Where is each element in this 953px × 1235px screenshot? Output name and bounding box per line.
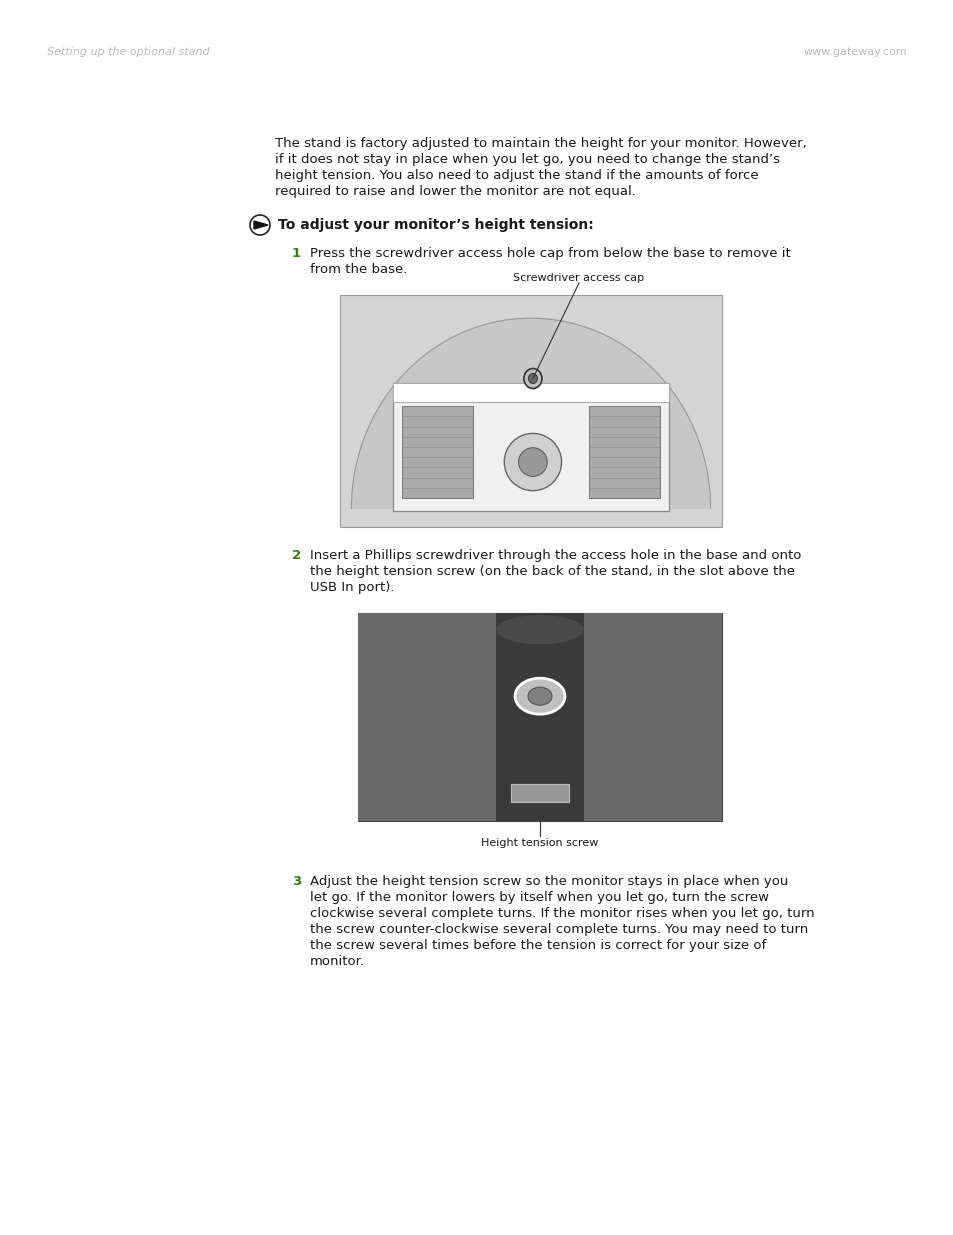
Bar [357,613,721,821]
Text: Adjust the height tension screw so the monitor stays in place when you: Adjust the height tension screw so the m… [310,876,787,888]
Circle shape [250,215,270,235]
Bar [357,613,496,821]
Text: 3: 3 [292,876,301,888]
Bar [401,406,473,498]
Bar [393,383,668,401]
Text: let go. If the monitor lowers by itself when you let go, turn the screw: let go. If the monitor lowers by itself … [310,890,768,904]
Text: Setting up the optional stand: Setting up the optional stand [47,47,210,57]
Ellipse shape [515,678,564,714]
Bar [393,383,668,511]
Polygon shape [351,319,710,509]
Circle shape [504,433,561,490]
Bar [496,613,583,821]
Bar [339,295,721,527]
Circle shape [518,448,547,477]
Bar [588,406,659,498]
Text: The stand is factory adjusted to maintain the height for your monitor. However,: The stand is factory adjusted to maintai… [274,137,806,149]
Text: 1: 1 [292,247,301,261]
Text: Press the screwdriver access hole cap from below the base to remove it: Press the screwdriver access hole cap fr… [310,247,790,261]
Text: www.gateway.com: www.gateway.com [802,47,906,57]
Ellipse shape [528,373,537,384]
Text: the height tension screw (on the back of the stand, in the slot above the: the height tension screw (on the back of… [310,564,794,578]
Text: height tension. You also need to adjust the stand if the amounts of force: height tension. You also need to adjust … [274,169,758,182]
Text: USB In port).: USB In port). [310,580,395,594]
Bar [511,783,569,803]
Bar [583,613,721,821]
Text: required to raise and lower the monitor are not equal.: required to raise and lower the monitor … [274,185,636,198]
Text: the screw counter-clockwise several complete turns. You may need to turn: the screw counter-clockwise several comp… [310,923,807,936]
Text: if it does not stay in place when you let go, you need to change the stand’s: if it does not stay in place when you le… [274,153,780,165]
Ellipse shape [496,615,583,645]
Polygon shape [253,221,268,228]
Ellipse shape [527,687,552,705]
Ellipse shape [523,368,541,389]
Text: Screwdriver access cap: Screwdriver access cap [513,273,644,283]
Text: Height tension screw: Height tension screw [481,839,598,848]
Text: clockwise several complete turns. If the monitor rises when you let go, turn: clockwise several complete turns. If the… [310,906,814,920]
Text: Insert a Phillips screwdriver through the access hole in the base and onto: Insert a Phillips screwdriver through th… [310,550,801,562]
Text: from the base.: from the base. [310,263,407,275]
Text: the screw several times before the tension is correct for your size of: the screw several times before the tensi… [310,939,765,952]
Text: 2: 2 [292,550,301,562]
Text: To adjust your monitor’s height tension:: To adjust your monitor’s height tension: [277,219,593,232]
Text: monitor.: monitor. [310,955,365,968]
